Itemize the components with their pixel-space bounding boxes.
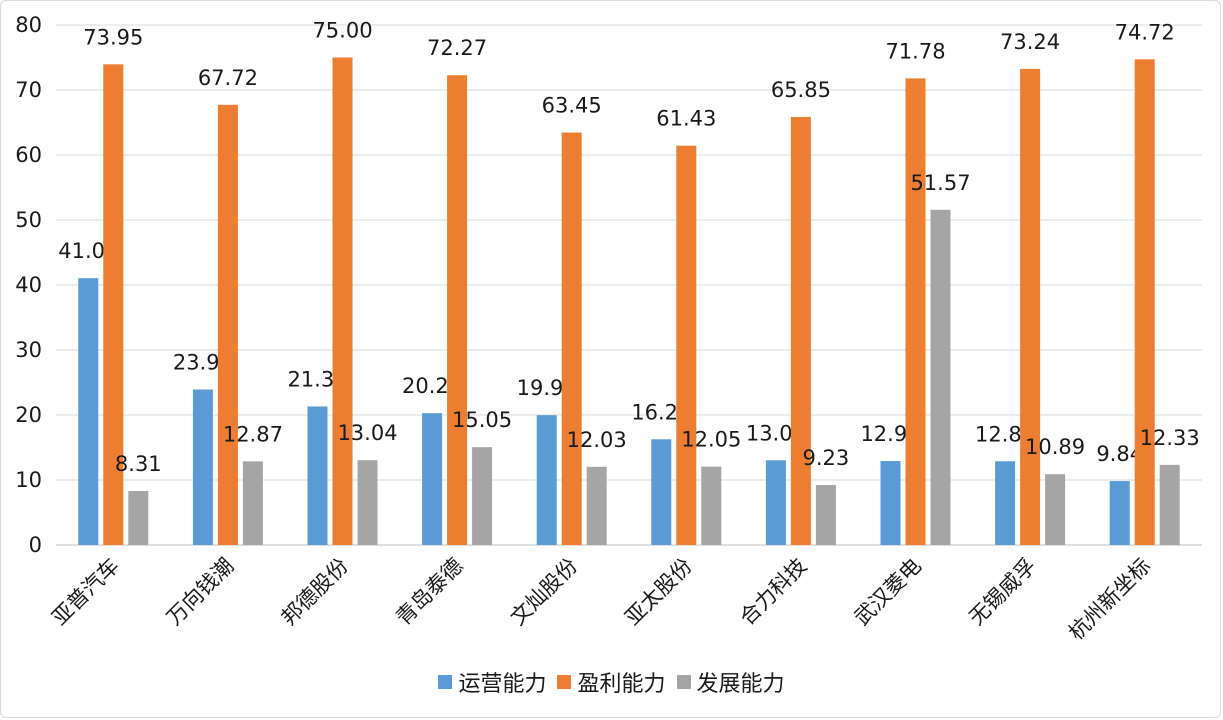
category-label: 邦德股份 (277, 554, 353, 630)
bar (78, 278, 99, 545)
bar (217, 104, 238, 545)
bar (192, 389, 213, 545)
bar (905, 78, 926, 546)
bar (676, 145, 697, 545)
data-label: 8.31 (115, 452, 162, 476)
bar (790, 116, 811, 545)
category-label: 万向钱潮 (162, 554, 238, 630)
data-label: 61.43 (656, 107, 716, 131)
data-label: 75.00 (312, 19, 372, 43)
category-label: 亚太股份 (620, 554, 696, 630)
legend-swatch-profitability (557, 675, 572, 689)
bar (1109, 481, 1130, 545)
y-tick-label: 30 (15, 338, 42, 362)
bar (357, 460, 378, 545)
bar (1159, 464, 1180, 545)
bar (765, 460, 786, 545)
bar-chart: 0102030405060708041.0573.958.31亚普汽车23.92… (15, 13, 1202, 645)
y-tick-label: 70 (15, 78, 42, 102)
bar (1045, 474, 1066, 545)
legend-label-profitability: 盈利能力 (577, 672, 666, 697)
y-tick-label: 20 (15, 403, 42, 427)
data-label: 67.72 (198, 66, 258, 90)
data-label: 15.05 (452, 408, 512, 432)
data-label: 12.87 (223, 422, 283, 446)
y-tick-label: 80 (15, 13, 42, 37)
legend-item-operating: 运营能力 (438, 666, 546, 698)
data-label: 72.27 (427, 36, 487, 60)
chart-legend: 运营能力 盈利能力 发展能力 (0, 666, 1223, 698)
data-label: 74.72 (1115, 20, 1175, 44)
legend-item-profitability: 盈利能力 (557, 666, 666, 698)
data-label: 51.57 (910, 171, 970, 195)
data-label: 73.95 (83, 25, 143, 49)
legend-label-operating: 运营能力 (458, 672, 547, 697)
data-label: 13.04 (337, 421, 397, 445)
bar (930, 209, 951, 546)
legend-swatch-operating (438, 675, 453, 689)
category-label: 亚普汽车 (47, 554, 123, 630)
bar (422, 413, 443, 545)
bar (561, 132, 582, 545)
y-tick-label: 40 (15, 273, 42, 297)
data-label: 73.24 (1000, 30, 1060, 54)
legend-item-development: 发展能力 (676, 666, 785, 698)
y-tick-label: 60 (15, 143, 42, 167)
bar (242, 461, 263, 545)
category-label: 杭州新坐标 (1064, 554, 1155, 645)
y-tick-label: 0 (29, 533, 42, 557)
category-label: 文灿股份 (506, 554, 582, 630)
category-label: 无锡威孚 (964, 554, 1040, 630)
data-label: 9.23 (803, 446, 850, 470)
bar (536, 415, 557, 545)
bar (332, 57, 353, 545)
y-tick-label: 10 (15, 468, 42, 492)
legend-swatch-development (676, 675, 691, 689)
data-label: 65.85 (771, 78, 831, 102)
bar (880, 461, 901, 545)
data-label: 12.05 (681, 428, 741, 452)
bar (815, 485, 836, 545)
data-label: 12.33 (1140, 426, 1200, 450)
bar (1020, 68, 1041, 545)
legend-label-development: 发展能力 (696, 672, 785, 697)
data-label: 71.78 (885, 39, 945, 63)
data-label: 63.45 (542, 94, 602, 118)
bar (447, 75, 468, 546)
data-label: 10.89 (1025, 435, 1085, 459)
bar (651, 439, 672, 545)
bar (472, 447, 493, 545)
bar (995, 461, 1016, 545)
data-label: 12.03 (567, 428, 627, 452)
category-label: 武汉菱电 (850, 554, 926, 630)
bar (1134, 59, 1155, 545)
category-label: 青岛泰德 (391, 554, 467, 630)
category-label: 合力科技 (735, 554, 811, 630)
bar (103, 64, 124, 545)
bar (307, 406, 328, 545)
bar (586, 466, 607, 545)
bar (128, 490, 149, 545)
bar (701, 466, 722, 545)
y-tick-label: 50 (15, 208, 42, 232)
